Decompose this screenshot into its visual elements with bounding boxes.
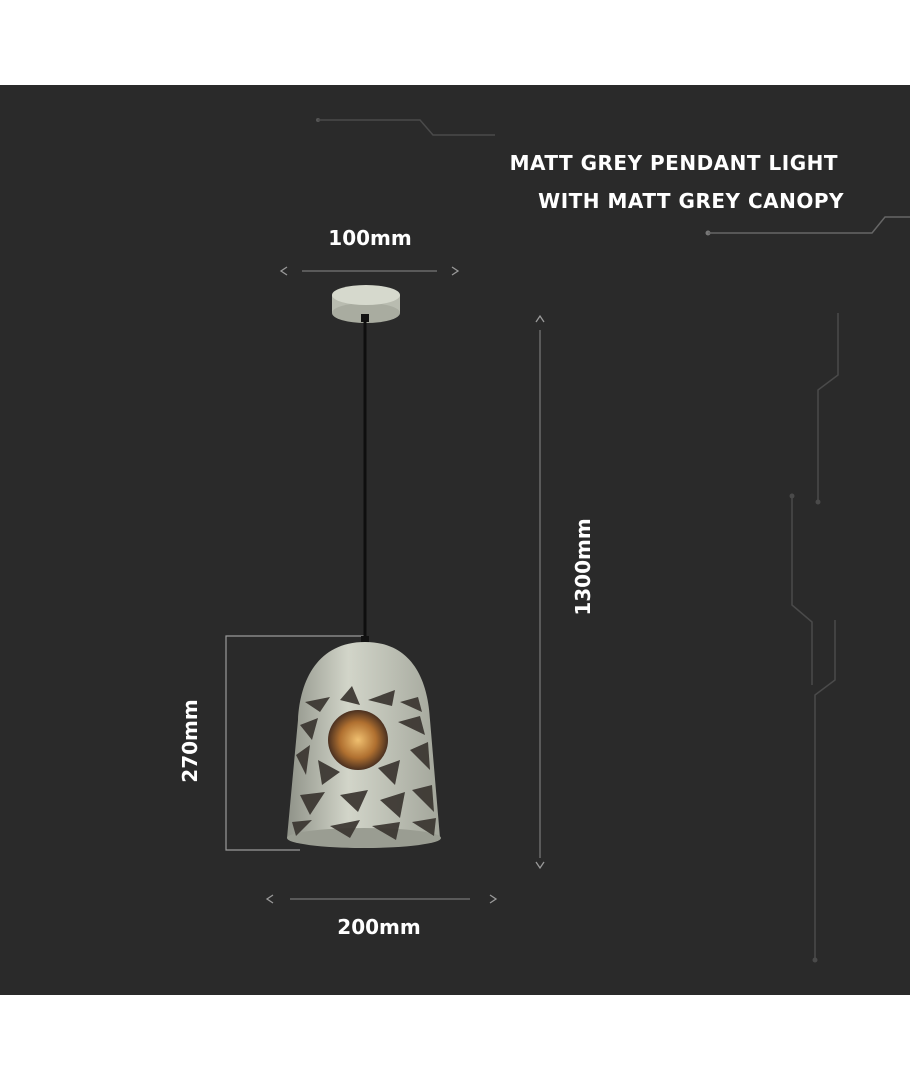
cord-grip: [361, 314, 369, 322]
pendant-lamp-illustration: [287, 285, 441, 848]
product-title-line-1: MATT GREY PENDANT LIGHT: [510, 151, 838, 175]
shade-height-bracket: [225, 635, 365, 851]
canopy: [332, 285, 400, 323]
total-height-label: 1300mm: [571, 518, 595, 615]
canopy-width-label: 100mm: [328, 226, 411, 250]
dark-panel: [0, 85, 910, 995]
canopy-width-arrow: [279, 266, 460, 276]
total-height-arrow: [535, 314, 545, 870]
shade-width-arrow: [265, 894, 498, 904]
shade-height-label: 270mm: [178, 699, 202, 782]
shade-width-label: 200mm: [337, 915, 420, 939]
shade-cutout-pattern: [292, 686, 436, 840]
product-title-line-2: WITH MATT GREY CANOPY: [538, 189, 844, 213]
bulb: [328, 710, 388, 770]
shade: [287, 642, 441, 848]
decorative-circuit-lines: [316, 118, 910, 963]
